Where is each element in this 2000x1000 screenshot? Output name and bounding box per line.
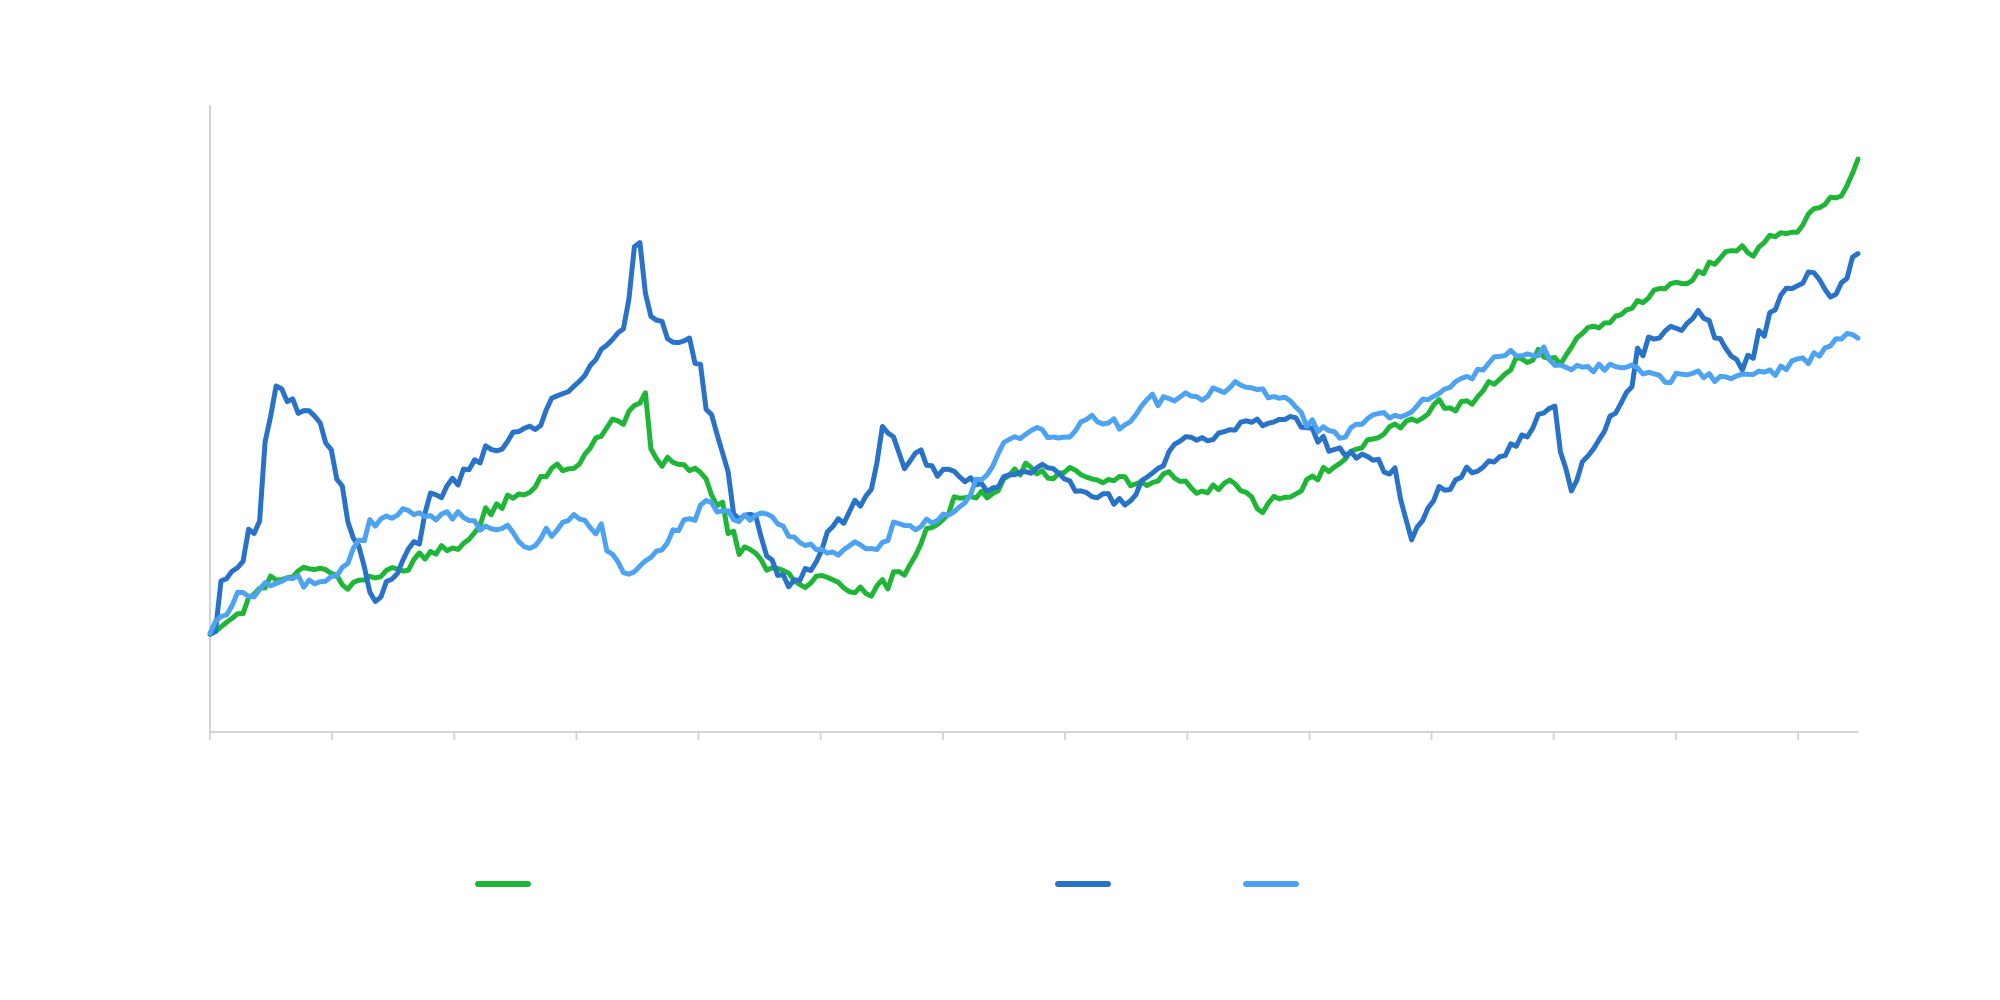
series-line-2 xyxy=(207,240,1861,637)
series-line-1 xyxy=(207,156,1861,637)
series-layer xyxy=(207,156,1861,637)
series-line-3 xyxy=(207,331,1861,636)
axes xyxy=(209,105,1858,740)
